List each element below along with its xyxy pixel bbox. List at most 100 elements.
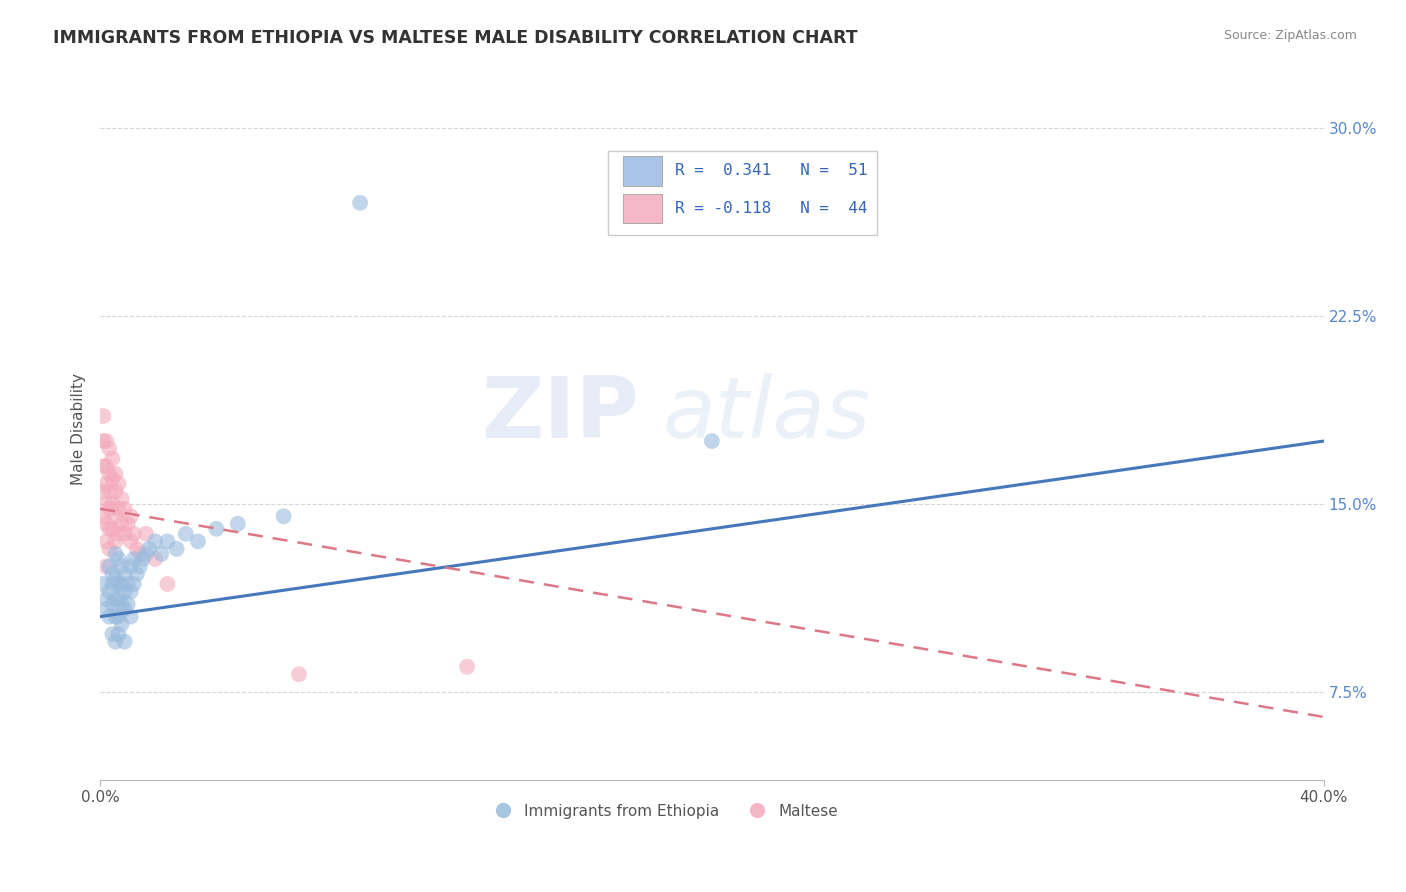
- Point: [101, 522, 124, 536]
- Point: [117, 516, 139, 531]
- Point: [110, 559, 132, 574]
- Point: [91, 459, 114, 474]
- Point: [122, 552, 145, 566]
- Point: [104, 509, 127, 524]
- Point: [125, 541, 148, 556]
- Point: [156, 534, 179, 549]
- Point: [114, 501, 136, 516]
- Point: [143, 534, 166, 549]
- Point: [114, 566, 136, 581]
- Point: [107, 501, 129, 516]
- Point: [98, 522, 121, 536]
- Point: [96, 459, 118, 474]
- Text: ZIP: ZIP: [481, 373, 638, 456]
- Point: [120, 609, 142, 624]
- Y-axis label: Male Disability: Male Disability: [72, 373, 86, 484]
- Point: [91, 484, 114, 499]
- Point: [166, 541, 188, 556]
- Point: [132, 552, 155, 566]
- FancyBboxPatch shape: [623, 156, 662, 186]
- Point: [125, 566, 148, 581]
- Point: [135, 526, 157, 541]
- Point: [187, 534, 209, 549]
- Point: [156, 577, 179, 591]
- Point: [226, 516, 249, 531]
- Point: [107, 577, 129, 591]
- Text: atlas: atlas: [662, 373, 870, 456]
- Point: [135, 547, 157, 561]
- Point: [96, 559, 118, 574]
- Point: [120, 559, 142, 574]
- Point: [101, 566, 124, 581]
- Point: [107, 476, 129, 491]
- Point: [174, 526, 197, 541]
- FancyBboxPatch shape: [607, 151, 877, 235]
- Point: [110, 617, 132, 632]
- FancyBboxPatch shape: [623, 194, 662, 224]
- Point: [349, 195, 371, 210]
- Point: [120, 534, 142, 549]
- Point: [101, 597, 124, 611]
- Point: [96, 534, 118, 549]
- Point: [104, 609, 127, 624]
- Point: [98, 467, 121, 481]
- Text: IMMIGRANTS FROM ETHIOPIA VS MALTESE MALE DISABILITY CORRELATION CHART: IMMIGRANTS FROM ETHIOPIA VS MALTESE MALE…: [53, 29, 858, 46]
- Point: [122, 526, 145, 541]
- Point: [205, 522, 228, 536]
- Point: [104, 467, 127, 481]
- Point: [104, 484, 127, 499]
- Point: [104, 634, 127, 648]
- Point: [456, 659, 478, 673]
- Point: [98, 541, 121, 556]
- Point: [96, 602, 118, 616]
- Point: [98, 484, 121, 499]
- Point: [110, 491, 132, 506]
- Point: [101, 627, 124, 641]
- Point: [101, 472, 124, 486]
- Point: [96, 516, 118, 531]
- Point: [114, 526, 136, 541]
- Text: Source: ZipAtlas.com: Source: ZipAtlas.com: [1223, 29, 1357, 42]
- Point: [98, 501, 121, 516]
- Point: [98, 584, 121, 599]
- Point: [96, 434, 118, 448]
- Point: [110, 516, 132, 531]
- Point: [117, 577, 139, 591]
- Point: [138, 541, 160, 556]
- Point: [96, 497, 118, 511]
- Point: [110, 597, 132, 611]
- Point: [117, 597, 139, 611]
- Point: [114, 602, 136, 616]
- Point: [91, 509, 114, 524]
- Point: [104, 572, 127, 586]
- Point: [98, 442, 121, 456]
- Point: [104, 592, 127, 607]
- Point: [128, 547, 150, 561]
- Point: [91, 434, 114, 448]
- Point: [91, 577, 114, 591]
- Point: [128, 559, 150, 574]
- Point: [120, 584, 142, 599]
- Point: [150, 547, 173, 561]
- Legend: Immigrants from Ethiopia, Maltese: Immigrants from Ethiopia, Maltese: [481, 797, 845, 824]
- Point: [273, 509, 295, 524]
- Point: [98, 609, 121, 624]
- Point: [101, 497, 124, 511]
- Point: [143, 552, 166, 566]
- Point: [107, 609, 129, 624]
- Point: [98, 559, 121, 574]
- Point: [288, 667, 311, 681]
- Point: [104, 534, 127, 549]
- Point: [107, 592, 129, 607]
- Point: [91, 409, 114, 423]
- Point: [110, 577, 132, 591]
- Point: [122, 577, 145, 591]
- Point: [107, 526, 129, 541]
- Point: [114, 634, 136, 648]
- Point: [700, 434, 723, 448]
- Point: [96, 476, 118, 491]
- Point: [101, 451, 124, 466]
- Point: [114, 584, 136, 599]
- Point: [96, 592, 118, 607]
- Point: [107, 627, 129, 641]
